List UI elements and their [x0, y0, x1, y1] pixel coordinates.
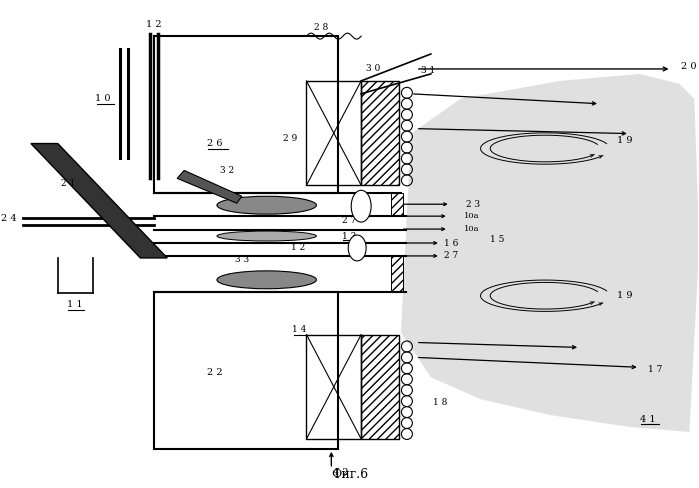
Text: 4 1: 4 1	[640, 414, 656, 424]
Text: 3 3: 3 3	[235, 255, 249, 264]
Text: 2 6: 2 6	[207, 139, 223, 148]
Text: 1 9: 1 9	[617, 136, 633, 145]
Text: 1 5: 1 5	[491, 235, 505, 244]
Polygon shape	[401, 74, 699, 432]
Polygon shape	[177, 170, 242, 203]
Bar	[306, 81, 361, 185]
Ellipse shape	[217, 196, 317, 214]
Text: 10a: 10a	[463, 212, 479, 220]
Text: 2 0: 2 0	[682, 62, 697, 71]
Text: 2 1: 2 1	[61, 179, 75, 188]
Text: 3 2: 3 2	[219, 166, 234, 175]
Ellipse shape	[217, 271, 317, 289]
Polygon shape	[351, 190, 371, 222]
Text: 1 2: 1 2	[147, 20, 162, 29]
Text: Фиг.6: Фиг.6	[331, 468, 369, 481]
Bar	[154, 36, 338, 193]
Polygon shape	[31, 143, 167, 258]
Bar	[391, 193, 403, 216]
Text: 2 8: 2 8	[315, 22, 329, 32]
Text: 1 1: 1 1	[67, 300, 82, 309]
Text: 1 4: 1 4	[292, 325, 307, 334]
Bar	[306, 334, 361, 439]
Text: 4 2: 4 2	[333, 468, 349, 477]
Text: 2 3: 2 3	[466, 200, 480, 209]
Text: 2 7: 2 7	[342, 216, 356, 224]
Text: 2 7: 2 7	[444, 251, 458, 261]
Text: 3 0: 3 0	[366, 64, 380, 74]
Bar	[154, 292, 338, 449]
Bar	[391, 256, 403, 292]
Text: 2 4: 2 4	[1, 214, 17, 223]
Text: 1 7: 1 7	[647, 365, 662, 374]
Text: 2 9: 2 9	[283, 134, 298, 143]
Text: 3 1: 3 1	[421, 66, 435, 76]
Text: 10a: 10a	[463, 225, 479, 233]
Text: 1 9: 1 9	[617, 291, 633, 300]
Bar	[361, 81, 399, 185]
Ellipse shape	[217, 231, 317, 241]
Text: 1 8: 1 8	[433, 398, 447, 407]
Text: 2 2: 2 2	[207, 368, 223, 377]
Text: 1 0: 1 0	[95, 94, 110, 103]
Text: 1 3: 1 3	[342, 231, 356, 241]
Bar	[361, 334, 399, 439]
Text: 1 2: 1 2	[291, 244, 305, 252]
Text: 1 6: 1 6	[444, 239, 458, 247]
Polygon shape	[348, 235, 366, 261]
